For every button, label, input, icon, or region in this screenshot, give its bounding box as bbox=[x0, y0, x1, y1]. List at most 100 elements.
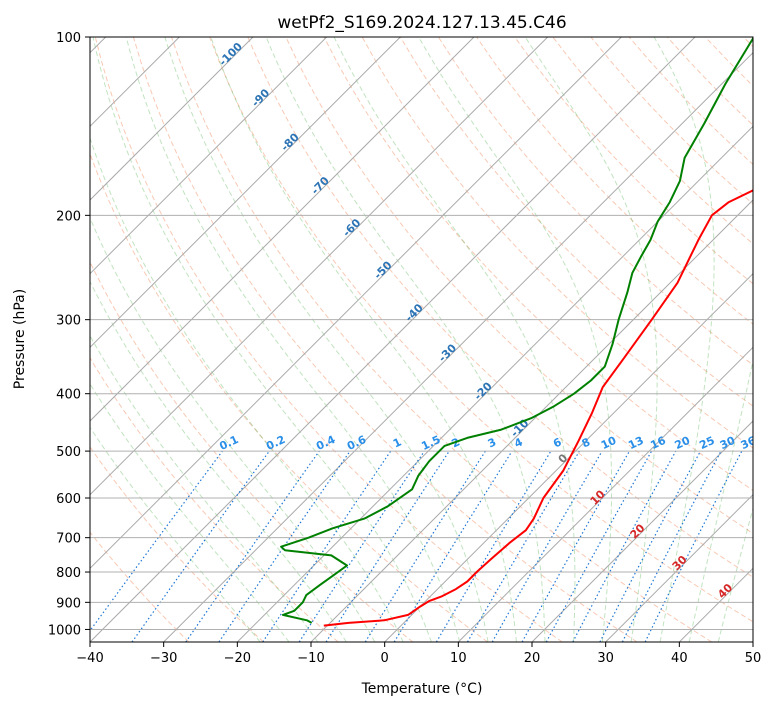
dry-adiabat-line bbox=[323, 37, 753, 491]
mixing-ratio-label: 1 bbox=[391, 435, 403, 450]
dry-adiabat-line bbox=[743, 37, 753, 48]
moist-adiabat-line bbox=[90, 280, 347, 642]
mixing-ratio-line bbox=[572, 450, 677, 642]
dry-adiabat-line bbox=[90, 260, 414, 642]
dry-adiabat-label: -60 bbox=[340, 216, 363, 239]
moist-adiabat-line bbox=[90, 136, 404, 642]
mixing-ratio-line bbox=[435, 450, 552, 642]
moist-adiabat-line bbox=[210, 37, 517, 642]
isotherm-line bbox=[678, 567, 753, 642]
mixing-ratio-line bbox=[325, 450, 450, 642]
dry-adiabat-label: -80 bbox=[279, 130, 302, 153]
mixing-ratio-label: 20 bbox=[673, 434, 693, 452]
moist-adiabat-line bbox=[333, 37, 576, 642]
dry-adiabat-line bbox=[666, 37, 753, 126]
line-labels: 0.1 0.2 0.4 0.6 1 1.5 2 3 4 6 8 10 13 16 20 25 30 36-100-… bbox=[216, 40, 753, 601]
dry-adiabat-label: 10 bbox=[588, 487, 608, 507]
x-tick-label: 20 bbox=[524, 651, 541, 666]
mixing-ratio-line bbox=[262, 450, 392, 642]
dry-adiabat-line bbox=[704, 37, 753, 87]
x-tick-label: −10 bbox=[297, 651, 324, 666]
dry-adiabat-line bbox=[590, 37, 753, 205]
dry-adiabat-line bbox=[552, 37, 753, 245]
dry-adiabat-label: -90 bbox=[249, 86, 272, 109]
chart-title: wetPf2_S169.2024.127.13.45.C46 bbox=[277, 13, 566, 33]
mixing-ratio-label: 0.4 bbox=[314, 433, 337, 453]
dry-adiabat-line bbox=[90, 446, 264, 642]
x-tick-label: 10 bbox=[450, 651, 467, 666]
y-axis-label: Pressure (hPa) bbox=[12, 289, 28, 389]
dry-adiabat-label: -40 bbox=[403, 301, 426, 324]
dry-adiabat-line bbox=[361, 37, 753, 449]
isotherm-line bbox=[90, 37, 622, 570]
y-tick-label: 300 bbox=[56, 314, 81, 329]
x-tick-label: 0 bbox=[381, 651, 389, 666]
isotherm-line bbox=[163, 51, 753, 642]
mixing-ratio-label: 8 bbox=[580, 435, 592, 450]
dewpoint-profile-line bbox=[280, 37, 753, 624]
mixing-ratio-line bbox=[545, 450, 653, 642]
moist-adiabat-line bbox=[90, 382, 290, 642]
moist-adiabat-line bbox=[125, 37, 461, 642]
moist-adiabat-line bbox=[90, 334, 319, 642]
dry-adiabat-label: -70 bbox=[309, 174, 332, 197]
moist-adiabat-line bbox=[265, 37, 546, 642]
y-tick-label: 700 bbox=[56, 532, 81, 547]
dry-adiabat-label: 30 bbox=[670, 553, 690, 573]
x-tick-label: −40 bbox=[76, 651, 103, 666]
y-tick-label: 600 bbox=[56, 492, 81, 507]
dry-adiabat-line bbox=[132, 37, 638, 642]
x-tick-label: 40 bbox=[671, 651, 688, 666]
mixing-ratio-line bbox=[644, 450, 743, 642]
isotherm-line bbox=[752, 641, 753, 642]
isotherm-line bbox=[90, 37, 254, 201]
x-tick-label: −30 bbox=[150, 651, 177, 666]
mixing-ratio-label: 13 bbox=[626, 434, 645, 452]
mixing-ratio-line bbox=[298, 450, 425, 642]
mixing-ratio-label: 0.1 bbox=[217, 433, 240, 453]
mixing-ratio-line bbox=[621, 450, 722, 642]
x-tick-label: 30 bbox=[597, 651, 614, 666]
y-tick-label: 400 bbox=[56, 388, 81, 403]
x-axis-label: Temperature (°C) bbox=[361, 681, 483, 697]
dry-adiabat-line bbox=[247, 37, 753, 578]
mixing-ratio-label: 0.2 bbox=[264, 433, 287, 453]
moist-adiabat-line bbox=[653, 37, 715, 642]
dry-adiabat-label: 20 bbox=[628, 521, 648, 541]
dry-adiabat-label: -100 bbox=[216, 40, 245, 69]
mixing-ratio-line bbox=[599, 450, 702, 642]
mixing-ratio-label: 0.6 bbox=[345, 433, 368, 453]
isotherm-line bbox=[310, 199, 753, 642]
isotherm-line bbox=[457, 346, 753, 642]
moist-adiabat-line bbox=[418, 37, 613, 642]
isotherm-line bbox=[531, 420, 753, 642]
profiles bbox=[280, 37, 753, 627]
isotherm-line bbox=[90, 37, 328, 275]
isotherm-line bbox=[236, 125, 753, 642]
isotherm-line bbox=[90, 37, 696, 642]
y-tick-label: 800 bbox=[56, 566, 81, 581]
y-tick-label: 1000 bbox=[48, 623, 81, 638]
mixing-ratio-line bbox=[393, 450, 513, 642]
mixing-ratio-label: 30 bbox=[718, 434, 738, 452]
isotherm-line bbox=[90, 37, 475, 422]
x-tick-label: 50 bbox=[745, 651, 762, 666]
mixing-ratio-label: 3 bbox=[486, 435, 498, 450]
x-tick-label: −20 bbox=[224, 651, 251, 666]
moist-adiabat-line bbox=[90, 426, 261, 642]
dry-adiabat-line bbox=[171, 37, 712, 642]
y-tick-label: 200 bbox=[56, 209, 81, 224]
dry-adiabat-line bbox=[90, 531, 190, 642]
dry-adiabat-label: -30 bbox=[436, 341, 459, 364]
dry-adiabat-line bbox=[285, 37, 753, 535]
isotherm-line bbox=[90, 37, 549, 496]
moist-adiabat-line bbox=[717, 506, 753, 642]
moist-adiabat-line bbox=[688, 358, 753, 642]
y-tick-label: 900 bbox=[56, 596, 81, 611]
mixing-ratio-line bbox=[185, 450, 320, 642]
temperature-profile-line bbox=[323, 189, 753, 627]
dry-adiabat-line bbox=[476, 37, 753, 325]
dry-adiabat-line bbox=[94, 37, 563, 642]
background-lines bbox=[90, 37, 753, 642]
